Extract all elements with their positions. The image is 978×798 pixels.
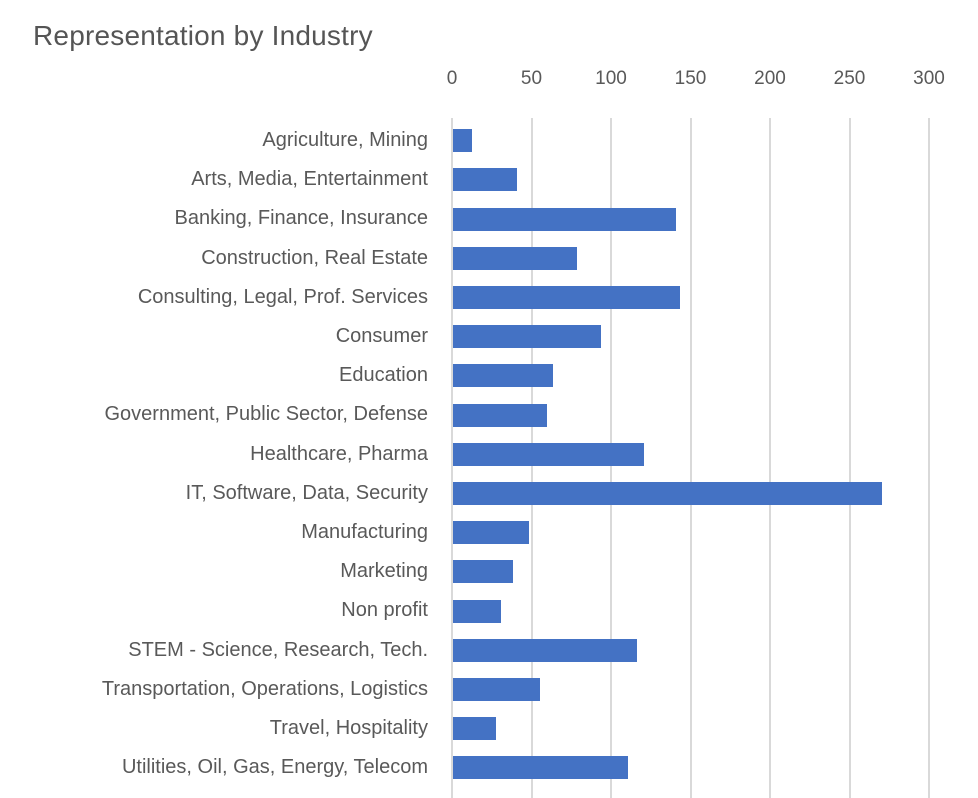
category-label: Government, Public Sector, Defense [104,403,429,426]
category-label: STEM - Science, Research, Tech. [128,638,428,661]
x-axis: 0 50 100 150 200 250 300 [447,68,945,98]
bar [453,246,578,270]
plot-area [451,118,930,798]
category-label: Construction, Real Estate [201,246,428,269]
gridline [848,118,851,798]
gridline [928,118,930,798]
bar [453,364,554,388]
bar [453,207,676,231]
x-axis-tick-label: 250 [833,68,866,89]
category-label: Non profit [341,599,428,622]
bar [453,325,601,349]
category-label: IT, Software, Data, Security [185,481,428,504]
category-label: Consumer [335,325,428,347]
x-axis-tick-label: 200 [754,68,786,89]
category-label: Banking, Finance, Insurance [174,207,429,230]
bar [453,717,496,741]
x-axis-tick-label: 50 [520,68,543,89]
bar [453,638,638,662]
category-label: Healthcare, Pharma [250,442,428,465]
bar [453,442,644,466]
bar [453,756,628,780]
category-label: Travel, Hospitality [269,717,428,739]
bar [453,677,541,701]
category-label: Utilities, Oil, Gas, Energy, Telecom [121,756,428,779]
bar [453,560,514,584]
bar [453,599,501,623]
category-label: Consulting, Legal, Prof. Services [137,285,428,308]
category-label: Arts, Media, Entertainment [191,168,428,191]
gridline [451,118,453,798]
gridline [769,118,771,798]
gridline [689,118,692,798]
category-label: Manufacturing [301,521,428,543]
bar [453,129,473,153]
category-axis: Agriculture, Mining Arts, Media, Entertai… [0,118,430,798]
category-label: Education [339,364,428,387]
x-axis-tick-label: 100 [595,68,627,89]
chart-title: Representation by Industry [33,20,373,51]
category-label: Marketing [340,560,428,583]
x-axis-tick-label: 150 [674,68,707,89]
bar [453,481,883,505]
x-axis-tick-label: 300 [913,68,945,89]
category-label: Agriculture, Mining [262,129,428,151]
x-axis-tick-label: 0 [446,68,458,89]
bar [453,403,547,427]
bar [453,168,517,192]
category-label: Transportation, Operations, Logistics [101,677,428,700]
bar [453,521,530,545]
bar [453,285,681,309]
